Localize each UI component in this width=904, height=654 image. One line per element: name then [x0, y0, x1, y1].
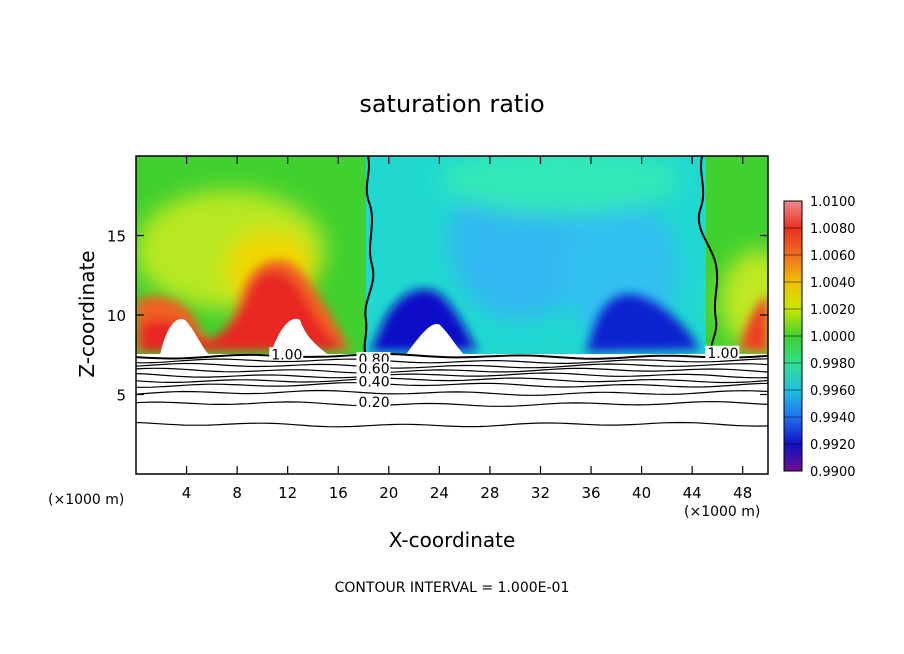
colorbar-segment — [784, 255, 802, 283]
x-tick-label: 32 — [531, 484, 550, 502]
contour-label: 0.60 — [358, 362, 389, 378]
isoline-left — [363, 156, 375, 357]
x-tick-label: 48 — [733, 484, 752, 502]
field-left-white-gap-2 — [270, 318, 330, 356]
colorbar: 1.0100 1.0080 1.0060 1.0040 1.0020 1.0000 0.99… — [783, 195, 856, 480]
x-tick-label: 12 — [278, 484, 297, 502]
x-unit-label-left: (×1000 m) — [48, 492, 124, 508]
x-tick-label: 40 — [632, 484, 651, 502]
contour-line — [136, 377, 768, 384]
contour-label: 1.00 — [271, 347, 302, 363]
contour-line — [136, 421, 768, 428]
contour-label: 0.40 — [358, 374, 389, 390]
contour-line — [136, 362, 768, 369]
colorbar-label: 1.0040 — [810, 276, 856, 291]
colorbar-label: 0.9920 — [810, 438, 856, 453]
x-axis-label: X-coordinate — [389, 528, 516, 552]
colorbar-segment — [784, 336, 802, 364]
contour-label-backdrop — [705, 345, 740, 359]
y-tick-label: 10 — [107, 307, 126, 325]
contour-interval-footer: CONTOUR INTERVAL = 1.000E-01 — [335, 580, 570, 596]
colorbar-segment — [784, 417, 802, 445]
colorbar-label: 1.0000 — [810, 330, 856, 345]
x-tick-label: 8 — [232, 484, 242, 502]
x-tick-label: 36 — [581, 484, 600, 502]
colorbar-segment — [784, 309, 802, 337]
colorbar-label: 1.0060 — [810, 249, 856, 264]
field-right-dark-blue — [585, 294, 700, 352]
colorbar-segment — [784, 390, 802, 418]
contour-line — [136, 353, 768, 360]
contour-label-backdrop — [356, 374, 391, 388]
y-tick-label: 15 — [107, 228, 126, 246]
field-center-white-gap — [405, 324, 465, 356]
colorbar-segment — [784, 201, 802, 229]
saturation-field — [136, 156, 768, 356]
y-axis-label: Z-coordinate — [75, 250, 99, 377]
contour-line — [136, 358, 768, 364]
colorbar-segment — [784, 363, 802, 391]
colorbar-label: 1.0020 — [810, 303, 856, 318]
contour-line — [136, 367, 768, 374]
y-axis: 5 10 15 — [107, 228, 768, 405]
x-tick-label: 24 — [430, 484, 449, 502]
x-unit-label-right: (×1000 m) — [684, 504, 760, 520]
colorbar-label: 0.9940 — [810, 411, 856, 426]
contour-lines — [136, 353, 768, 428]
contour-label-backdrop — [269, 347, 304, 361]
contour-line — [136, 382, 768, 388]
contour-label-backdrop — [356, 361, 391, 375]
field-right-red — [740, 295, 768, 352]
contour-line — [136, 400, 768, 407]
x-tick-label: 28 — [480, 484, 499, 502]
x-tick-label: 4 — [182, 484, 192, 502]
lower-region — [136, 354, 768, 474]
field-left-white-gap — [160, 319, 210, 356]
plot-area: 1.00 0.800.600.400.201.00 — [136, 156, 768, 474]
chart-title: saturation ratio — [359, 90, 544, 118]
colorbar-segment — [784, 282, 802, 310]
isoline-right — [697, 156, 719, 357]
x-tick-label: 44 — [683, 484, 702, 502]
x-tick-label: 20 — [379, 484, 398, 502]
field-center-dark-blue — [370, 289, 480, 352]
colorbar-label: 0.9960 — [810, 384, 856, 399]
colorbar-label: 1.0080 — [810, 222, 856, 237]
contour-label: 0.20 — [358, 395, 389, 411]
x-axis: 4 8 12 16 20 24 28 32 36 40 44 48 — [182, 156, 752, 502]
contour-line — [136, 372, 768, 379]
contour-line — [136, 389, 768, 396]
field-center-cyan-top — [440, 156, 680, 215]
contour-label-backdrop — [356, 395, 391, 409]
colorbar-label: 0.9980 — [810, 357, 856, 372]
x-tick-label: 16 — [329, 484, 348, 502]
colorbar-segment — [784, 444, 802, 472]
colorbar-label: 1.0100 — [810, 195, 856, 210]
contour-label: 1.00 — [707, 346, 738, 362]
colorbar-segment — [784, 228, 802, 256]
colorbar-label: 0.9900 — [810, 465, 856, 480]
contour-labels: 1.00 0.800.600.400.201.00 — [269, 345, 740, 411]
y-tick-label: 5 — [116, 387, 126, 405]
